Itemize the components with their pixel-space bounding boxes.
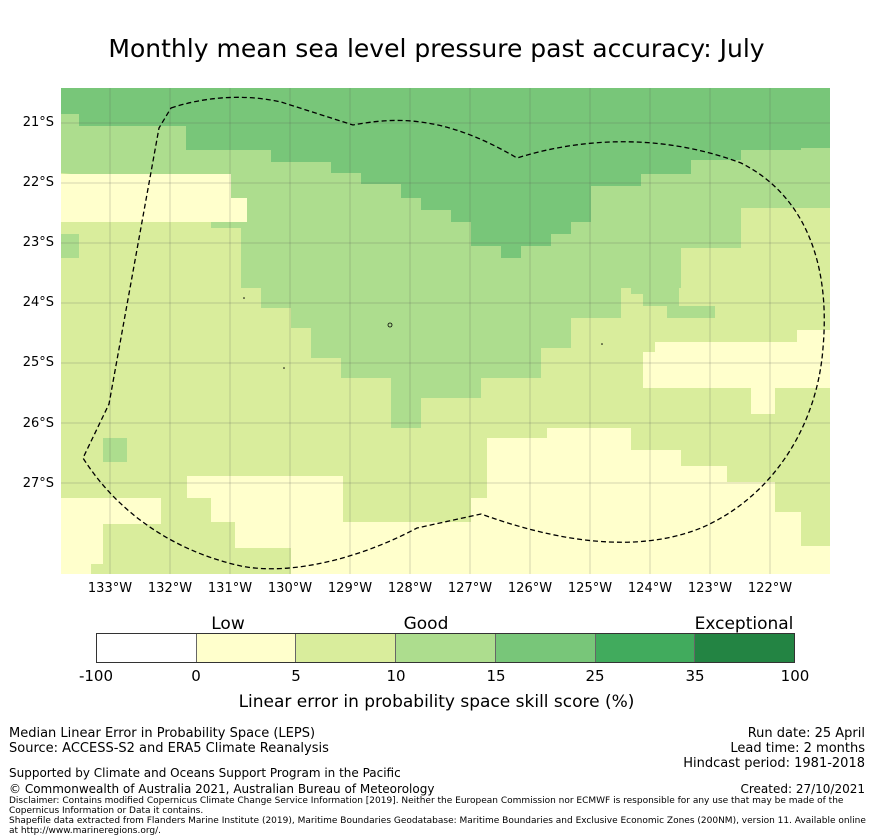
- shapefile-text: Shapefile data extracted from Flanders M…: [9, 816, 866, 836]
- skill-map: [61, 88, 830, 574]
- footer-supported: Supported by Climate and Oceans Support …: [9, 766, 401, 780]
- colorbar-tick: 0: [191, 667, 201, 685]
- footer-source: Source: ACCESS-S2 and ERA5 Climate Reana…: [9, 741, 329, 756]
- colorbar-swatch: [196, 634, 297, 662]
- lat-label: 23°S: [22, 235, 54, 250]
- colorbar-swatch: [396, 634, 496, 662]
- island-marker: [387, 322, 393, 328]
- lon-label: 126°W: [507, 581, 553, 596]
- skill-patch: [103, 438, 127, 462]
- skill-patch: [61, 234, 79, 258]
- footer-left: Median Linear Error in Probability Space…: [9, 726, 329, 756]
- footer-created: Created: 27/10/2021: [740, 782, 865, 796]
- lon-label: 127°W: [447, 581, 493, 596]
- footer-right: Run date: 25 April Lead time: 2 months H…: [683, 726, 865, 771]
- island-marker: [243, 297, 245, 299]
- colorbar-tick: 10: [386, 667, 406, 685]
- lon-label: 132°W: [147, 581, 193, 596]
- lat-label: 26°S: [22, 416, 54, 431]
- colorbar: [96, 633, 795, 663]
- lon-label: 125°W: [567, 581, 613, 596]
- skill-region-5: [187, 428, 830, 574]
- colorbar-category-low: Low: [211, 614, 245, 634]
- eez-boundary: [82, 96, 825, 570]
- footer-disclaimer: Disclaimer: Contains modified Copernicus…: [9, 796, 869, 836]
- colorbar-tick: 5: [291, 667, 301, 685]
- skill-patch: [643, 288, 679, 306]
- lon-label: 130°W: [267, 581, 313, 596]
- skill-patch: [667, 306, 715, 318]
- skill-region-5: [61, 174, 247, 222]
- lon-label: 122°W: [747, 581, 793, 596]
- colorbar-swatch: [595, 634, 696, 662]
- skill-region-25: [61, 88, 830, 258]
- lon-label: 133°W: [87, 581, 133, 596]
- footer-run-date: Run date: 25 April: [747, 726, 865, 741]
- colorbar-tick: 15: [486, 667, 506, 685]
- colorbar-swatch: [495, 634, 596, 662]
- lon-label: 124°W: [627, 581, 673, 596]
- lat-label: 25°S: [22, 355, 54, 370]
- graticule: [61, 88, 830, 574]
- colorbar-category-good: Good: [403, 614, 449, 634]
- lat-label: 27°S: [22, 476, 54, 491]
- island-marker: [601, 343, 603, 345]
- skill-map-canvas: [61, 88, 830, 574]
- colorbar-swatch: [97, 634, 197, 662]
- skill-region-5: [61, 498, 161, 574]
- disclaimer-text: Disclaimer: Contains modified Copernicus…: [9, 796, 844, 816]
- island-marker: [283, 367, 285, 369]
- colorbar-swatch: [695, 634, 795, 662]
- lat-label: 24°S: [22, 295, 54, 310]
- footer-hindcast: Hindcast period: 1981-2018: [683, 756, 865, 771]
- colorbar-tick: 25: [585, 667, 605, 685]
- lon-label: 131°W: [207, 581, 253, 596]
- colorbar-swatch: [296, 634, 397, 662]
- colorbar-category-exceptional: Exceptional: [694, 614, 794, 634]
- lat-label: 21°S: [22, 115, 54, 130]
- colorbar-label: Linear error in probability space skill …: [238, 692, 635, 712]
- footer-lead-time: Lead time: 2 months: [730, 741, 865, 756]
- footer-copyright: © Commonwealth of Australia 2021, Austra…: [9, 782, 435, 796]
- colorbar-tick: 100: [780, 667, 810, 685]
- colorbar-tick: 35: [685, 667, 705, 685]
- skill-region-5: [643, 330, 830, 414]
- lon-label: 129°W: [327, 581, 373, 596]
- colorbar-tick: -100: [78, 667, 114, 685]
- footer-method: Median Linear Error in Probability Space…: [9, 726, 316, 741]
- lon-label: 128°W: [387, 581, 433, 596]
- map-title: Monthly mean sea level pressure past acc…: [108, 34, 765, 63]
- lat-label: 22°S: [22, 175, 54, 190]
- lon-label: 123°W: [687, 581, 733, 596]
